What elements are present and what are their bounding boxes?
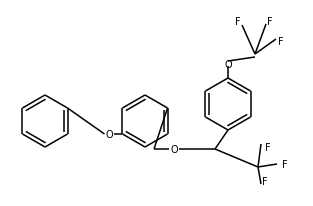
Text: F: F — [282, 159, 288, 169]
Text: F: F — [278, 37, 284, 47]
Text: F: F — [265, 142, 271, 152]
Text: F: F — [262, 176, 268, 186]
Text: O: O — [106, 129, 113, 139]
Text: F: F — [235, 17, 241, 27]
Text: F: F — [267, 17, 273, 27]
Text: O: O — [170, 144, 178, 154]
Text: O: O — [224, 60, 232, 70]
